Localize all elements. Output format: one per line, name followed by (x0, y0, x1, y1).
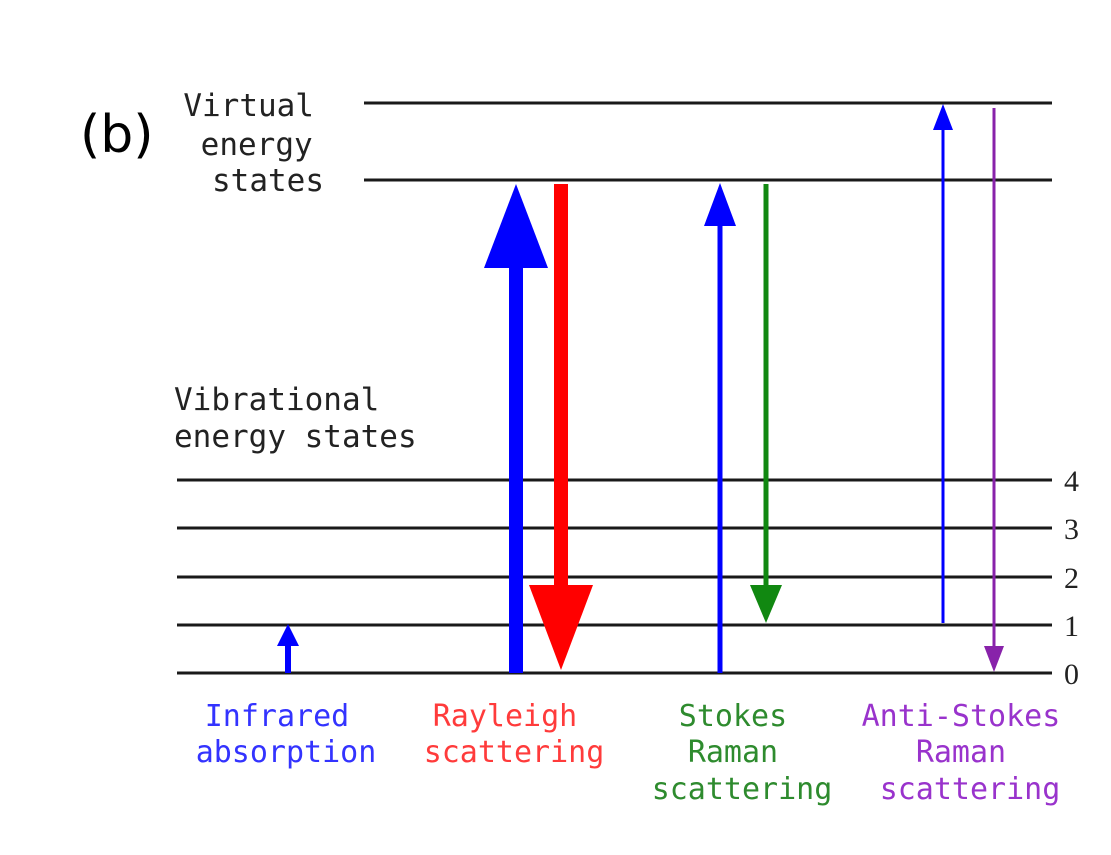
stokes-label-line-3: scattering (652, 772, 833, 807)
rayleigh-excitation-arrow (484, 184, 548, 673)
infrared-label-line-1: Infrared (205, 699, 350, 734)
anti-stokes-emission-arrow (984, 108, 1004, 672)
level-number-3: 3 (1064, 513, 1079, 546)
level-number-0: 0 (1064, 658, 1079, 691)
level-number-4: 4 (1064, 465, 1079, 498)
stokes-label-line-2: Raman (688, 735, 778, 770)
infrared-label-line-2: absorption (196, 735, 377, 770)
rayleigh-label-line-2: scattering (424, 735, 605, 770)
virtual-label-line-3: states (212, 163, 324, 199)
virtual-label-line-1: Virtual (183, 88, 314, 124)
level-number-2: 2 (1064, 562, 1079, 595)
vibrational-label-line-2: energy states (174, 419, 417, 455)
panel-label: (b) (80, 105, 154, 165)
stokes-label-line-1: Stokes (679, 699, 787, 734)
anti-stokes-label-line-3: scattering (880, 772, 1061, 807)
anti-stokes-label-line-1: Anti-Stokes (862, 699, 1061, 734)
infrared-absorption-arrow (277, 624, 299, 673)
virtual-states-label: Virtual energy states (183, 88, 332, 199)
stokes-raman-label: Stokes Raman scattering (652, 699, 833, 807)
vibrational-label-line-1: Vibrational (174, 382, 379, 418)
vibrational-states-label: Vibrational energy states (174, 382, 417, 455)
stokes-emission-arrow (750, 184, 782, 623)
rayleigh-label-line-1: Rayleigh (433, 699, 578, 734)
level-number-1: 1 (1064, 610, 1079, 643)
rayleigh-emission-arrow (529, 184, 593, 670)
stokes-excitation-arrow (704, 183, 736, 673)
anti-stokes-label-line-2: Raman (916, 735, 1006, 770)
virtual-label-line-2: energy (201, 127, 313, 163)
anti-stokes-excitation-arrow (933, 104, 953, 623)
infrared-absorption-label: Infrared absorption (196, 699, 377, 770)
anti-stokes-raman-label: Anti-Stokes Raman scattering (862, 699, 1079, 807)
rayleigh-scattering-label: Rayleigh scattering (424, 699, 605, 770)
